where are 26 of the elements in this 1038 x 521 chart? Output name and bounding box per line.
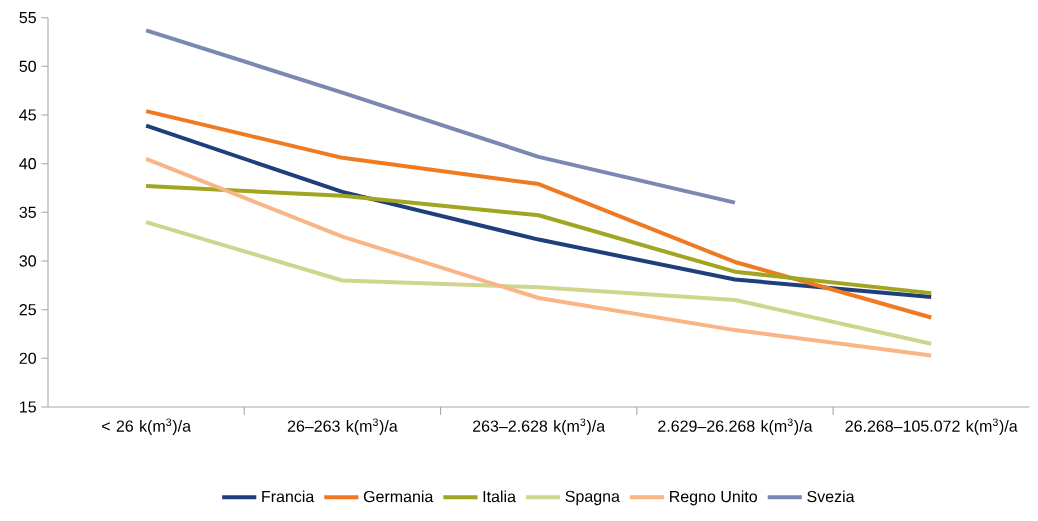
x-tick-label: 2.629–26.268 k(m$^{3}$)/a	[658, 418, 813, 435]
line-series	[144, 28, 737, 205]
legend-label: Francia	[262, 490, 315, 503]
legend-label: Spagna	[565, 490, 620, 506]
line-series	[144, 184, 934, 296]
x-tick-label: 263–2.628 k(m$^{3}$)/a	[473, 418, 606, 435]
y-tick-label: 45	[19, 109, 36, 121]
line-series	[144, 123, 934, 300]
x-tick-label: 26.268–105.072 k(m$^{3}$)/a	[845, 418, 1018, 435]
legend-label: Germania	[363, 490, 434, 503]
line-series	[144, 156, 934, 358]
line-series	[144, 109, 934, 320]
legend-label: Svezia	[807, 490, 855, 503]
legend-label: Regno Unito	[670, 490, 757, 506]
x-tick-label: < 26 k(m$^{3}$)/a	[102, 418, 191, 435]
line-series	[144, 220, 934, 346]
y-tick-label: 20	[19, 352, 36, 364]
y-tick-label: 15	[20, 401, 36, 413]
y-tick-label: 40	[19, 158, 36, 170]
legend-label: Italia	[483, 490, 516, 503]
y-tick-label: 35	[19, 206, 36, 218]
y-tick-label: 30	[19, 255, 36, 267]
y-tick-label: 50	[19, 60, 36, 72]
y-tick-label: 55	[19, 12, 36, 24]
x-tick-label: 26–263 k(m$^{3}$)/a	[287, 418, 398, 435]
y-tick-label: 25	[19, 304, 36, 316]
